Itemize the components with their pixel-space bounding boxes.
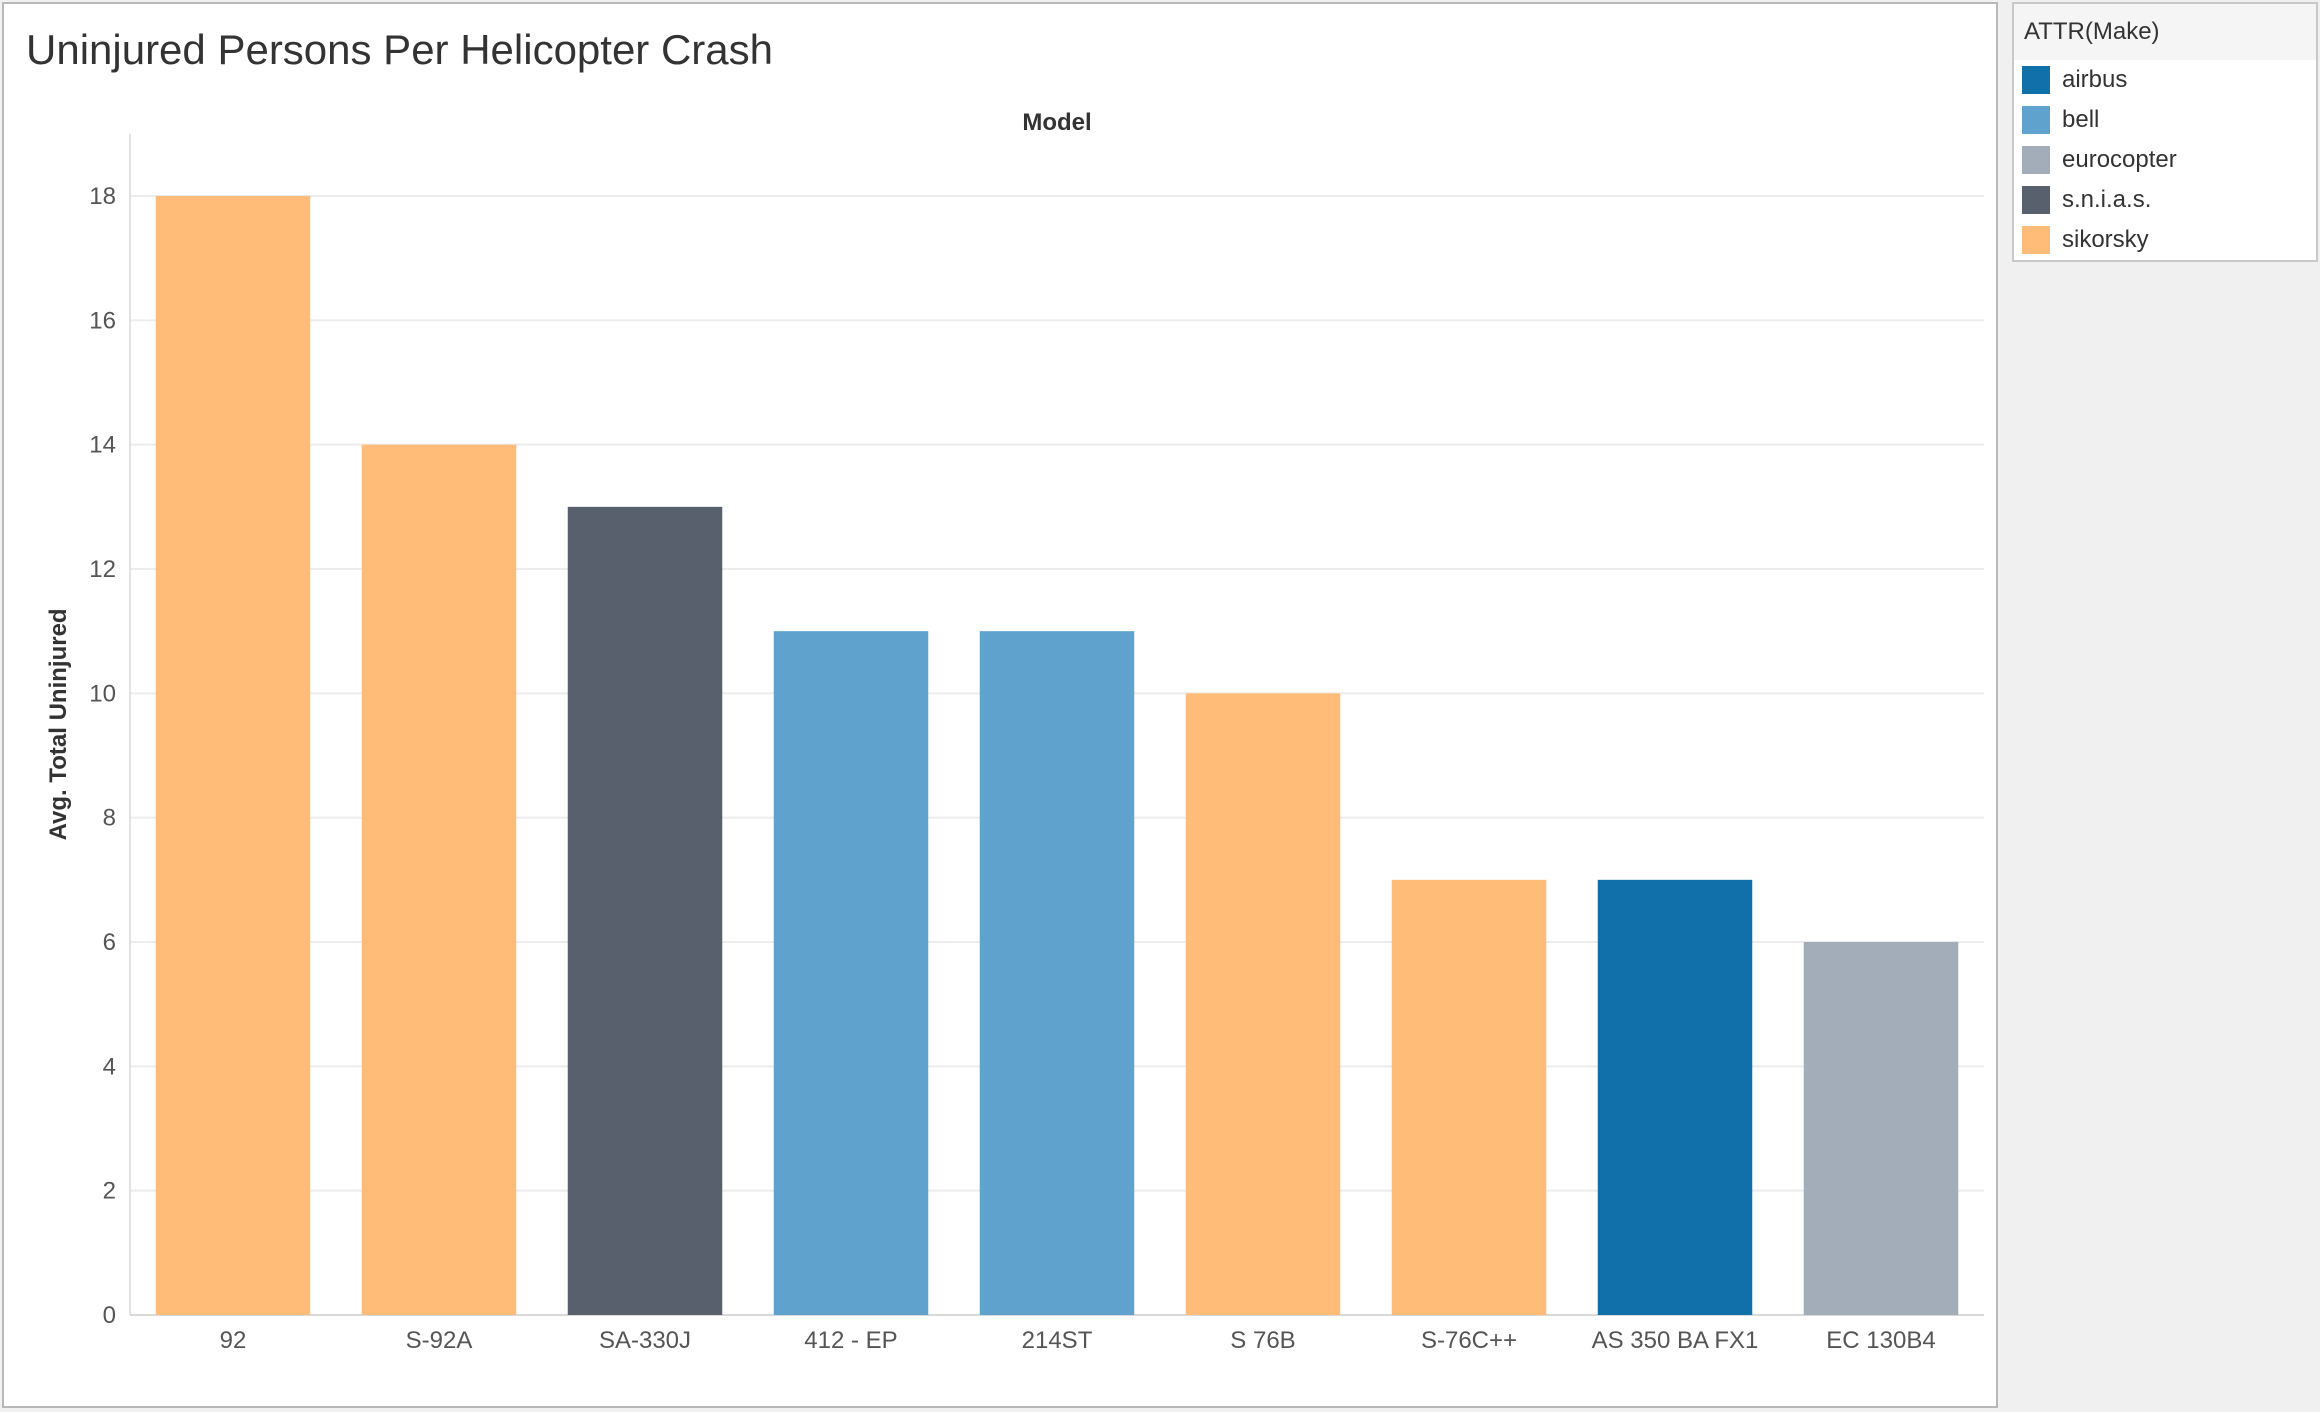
chart-title: Uninjured Persons Per Helicopter Crash xyxy=(26,26,773,73)
legend-swatch xyxy=(2022,226,2050,254)
bar xyxy=(773,631,929,1315)
bar xyxy=(1803,942,1959,1315)
chart-panel: Uninjured Persons Per Helicopter Crash 0… xyxy=(2,2,1998,1408)
bar-chart: 0 2 4 6 8 10 12 14 16 18 Model Avg. Total Uninjured… xyxy=(45,109,1984,1354)
legend-swatch xyxy=(2022,106,2050,134)
y-tick-label: 0 xyxy=(103,1302,116,1329)
x-tick-label: S-92A xyxy=(406,1327,473,1354)
bar xyxy=(361,444,517,1316)
x-tick-label: SA-330J xyxy=(599,1327,691,1354)
legend-label: eurocopter xyxy=(2062,146,2177,173)
legend-item-airbus[interactable]: airbus xyxy=(2014,60,2316,100)
legend-item-snias[interactable]: s.n.i.a.s. xyxy=(2014,180,2316,220)
bar xyxy=(155,196,311,1315)
legend-item-bell[interactable]: bell xyxy=(2014,100,2316,140)
legend-label: sikorsky xyxy=(2062,226,2149,253)
x-tick-label: 92 xyxy=(220,1327,247,1354)
legend-label: airbus xyxy=(2062,66,2128,93)
legend: ATTR(Make) airbus bell eurocopter s.n.i.… xyxy=(2012,2,2318,262)
y-tick-label: 2 xyxy=(103,1178,116,1205)
y-tick-label: 12 xyxy=(89,556,116,583)
x-tick-label: EC 130B4 xyxy=(1826,1327,1935,1354)
y-tick-label: 6 xyxy=(103,929,116,956)
y-tick-label: 16 xyxy=(89,307,116,334)
bar xyxy=(1391,879,1547,1315)
legend-item-eurocopter[interactable]: eurocopter xyxy=(2014,140,2316,180)
legend-label: s.n.i.a.s. xyxy=(2062,186,2152,213)
x-tick-label: 214ST xyxy=(1022,1327,1093,1354)
x-tick-label: AS 350 BA FX1 xyxy=(1592,1327,1759,1354)
bar xyxy=(1597,879,1753,1315)
x-tick-label: 412 - EP xyxy=(804,1327,897,1354)
bar xyxy=(567,506,723,1315)
y-axis-title: Avg. Total Uninjured xyxy=(45,608,72,840)
x-header-label: Model xyxy=(1022,109,1091,136)
legend-swatch xyxy=(2022,146,2050,174)
y-tick-label: 8 xyxy=(103,805,116,832)
legend-item-sikorsky[interactable]: sikorsky xyxy=(2014,220,2316,260)
x-tick-label: S-76C++ xyxy=(1421,1327,1517,1354)
bar xyxy=(979,631,1135,1315)
y-tick-label: 10 xyxy=(89,680,116,707)
legend-label: bell xyxy=(2062,106,2100,133)
y-tick-label: 4 xyxy=(103,1053,116,1080)
legend-swatch xyxy=(2022,66,2050,94)
y-tick-label: 14 xyxy=(89,432,116,459)
y-tick-label: 18 xyxy=(89,183,116,210)
legend-swatch xyxy=(2022,186,2050,214)
bar xyxy=(1185,693,1341,1315)
x-tick-label: S 76B xyxy=(1230,1327,1295,1354)
legend-title: ATTR(Make) xyxy=(2014,4,2316,60)
